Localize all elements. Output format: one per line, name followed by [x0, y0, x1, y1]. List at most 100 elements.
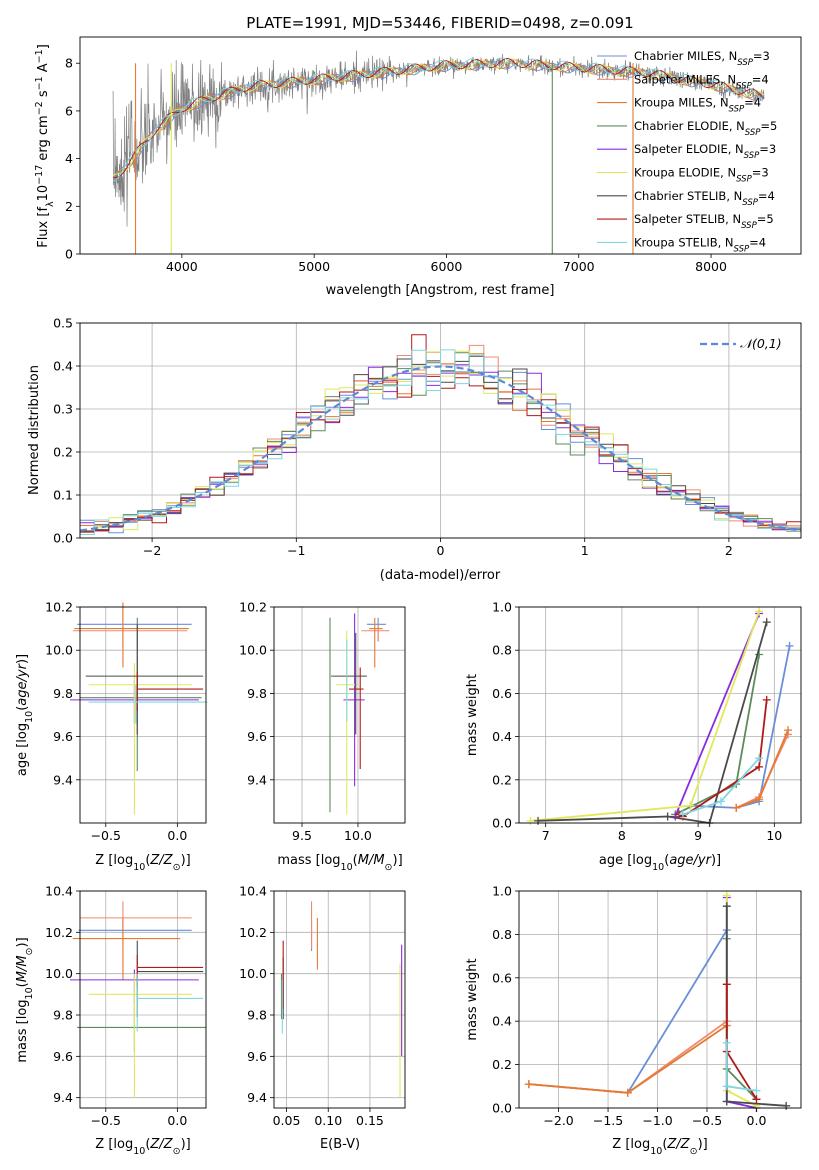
y-tick-label: 10.0: [239, 966, 267, 981]
marks: [69, 901, 206, 1098]
y-axis-label: mass [log10(M/M⊙)]: [15, 937, 35, 1062]
normal-reference-curve: [79, 365, 802, 532]
weight-point-marker: [524, 1080, 533, 1089]
weight-series-line: [538, 621, 768, 825]
y-tick-label: 9.8: [247, 686, 267, 701]
y-tick-label: 0.6: [492, 970, 512, 985]
y-tick-label: 0.0: [492, 1101, 512, 1116]
x-tick-label: −2.0: [543, 1113, 573, 1128]
y-tick-label: 9.4: [53, 772, 73, 787]
x-axis-label: wavelength [Angstrom, rest frame]: [326, 283, 555, 298]
marks: [329, 613, 390, 815]
panel-weight_vs_Z: −2.0 −1.5 −1.0 −0.5 0.0 0.0 0.2 0.4 0.6 0.8 1.0 Z […: [465, 884, 802, 1157]
grid-lines: [274, 890, 405, 1108]
y-axis-label: mass weight: [465, 674, 480, 756]
legend-entry: Kroupa MILES, NSSP=4: [634, 96, 761, 115]
legend-entry: Salpeter MILES, NSSP=4: [634, 72, 769, 91]
weight-point-marker: [755, 795, 764, 804]
weight-point-marker: [686, 801, 695, 810]
grid-lines: [519, 890, 801, 1109]
y-tick-label: 10.2: [239, 925, 267, 940]
weight-point-marker: [755, 762, 764, 771]
y-tick-label: 0.0: [492, 816, 512, 831]
y-tick-label: 0.2: [492, 772, 512, 787]
y-axis-label: mass weight: [465, 958, 480, 1040]
axes-frame: [273, 606, 406, 824]
y-tick-label: 0.2: [492, 1057, 512, 1072]
y-tick-label: 8: [65, 56, 73, 71]
panel-weight_vs_age: 7 8 9 10 0.0 0.2 0.4 0.6 0.8 1.0 age [log10(age/yr…: [465, 600, 802, 873]
x-tick-label: 8: [618, 828, 626, 843]
marks: [524, 891, 791, 1112]
weight-point-marker: [762, 618, 771, 627]
x-tick-label: 2: [725, 543, 733, 558]
axes-frame: [79, 606, 207, 824]
y-tick-label: 0.4: [492, 729, 512, 744]
x-tick-label: 9.5: [292, 828, 312, 843]
y-axis-label: age [log10(age/yr)]: [15, 654, 35, 776]
grid-lines: [519, 606, 801, 824]
panel-age_vs_mass: 9.5 10.0 9.4 9.6 9.8 10.0 10.2 mass [log10(M/M⊙…: [239, 600, 406, 873]
residual-histogram: [80, 349, 801, 535]
x-tick-label: 0.0: [747, 1113, 767, 1128]
weight-point-marker: [534, 816, 543, 825]
axes-frame: [518, 606, 802, 824]
y-tick-label: 1.0: [492, 600, 512, 615]
x-tick-label: 9: [694, 828, 702, 843]
weight-point-marker: [752, 1086, 761, 1095]
legend-entry: Chabrier STELIB, NSSP=4: [634, 189, 775, 208]
weight-point-marker: [722, 902, 731, 911]
grid-lines: [80, 890, 206, 1108]
y-tick-label: 9.4: [247, 1090, 267, 1105]
y-tick-label: 9.6: [247, 729, 267, 744]
y-tick-label: 9.6: [247, 1049, 267, 1064]
x-tick-label: −0.5: [91, 1113, 121, 1128]
x-tick-label: 10: [766, 828, 782, 843]
y-tick-label: 9.8: [247, 1008, 267, 1023]
x-tick-label: 0.15: [356, 1113, 384, 1128]
x-axis-label: (data-model)/error: [380, 568, 501, 583]
x-tick-label: −1.0: [642, 1113, 672, 1128]
legend-entry: Salpeter STELIB, NSSP=5: [634, 212, 774, 231]
weight-point-marker: [663, 812, 672, 821]
weight-point-marker: [623, 1088, 632, 1097]
figure-title: PLATE=1991, MJD=53446, FIBERID=0498, z=0…: [246, 14, 633, 32]
y-tick-label: 0.4: [53, 359, 73, 374]
y-tick-label: 10.0: [45, 966, 73, 981]
x-tick-label: 0: [437, 543, 445, 558]
weight-point-marker: [762, 695, 771, 704]
x-axis-label: E(B-V): [320, 1137, 360, 1152]
y-tick-label: 2: [65, 199, 73, 214]
y-tick-label: 10.0: [45, 643, 73, 658]
y-tick-label: 0.0: [53, 531, 73, 546]
y-tick-label: 10.2: [45, 925, 73, 940]
x-tick-label: 10.0: [344, 828, 372, 843]
legend-entry: Kroupa STELIB, NSSP=4: [634, 235, 766, 254]
y-tick-label: 1.0: [492, 884, 512, 899]
legend-entry: Salpeter ELODIE, NSSP=3: [634, 142, 776, 161]
x-tick-label: 5000: [298, 259, 330, 274]
marks: [79, 334, 802, 535]
x-axis-label: mass [log10(M/M⊙)]: [277, 853, 402, 873]
x-axis-label: Z [log10(Z/Z⊙)]: [95, 1137, 190, 1157]
marks: [112, 50, 765, 254]
axes-frame: [518, 890, 802, 1109]
marks: [526, 607, 794, 827]
y-tick-label: 9.4: [53, 1090, 73, 1105]
weight-point-marker: [732, 803, 741, 812]
weight-point-marker: [755, 754, 764, 763]
axes-frame: [79, 890, 207, 1109]
marks: [69, 602, 208, 815]
y-tick-label: 0.8: [492, 643, 512, 658]
y-tick-label: 9.6: [53, 1049, 73, 1064]
legend-entry: Kroupa ELODIE, NSSP=3: [634, 166, 769, 185]
x-axis-label: Z [log10(Z/Z⊙)]: [612, 1137, 707, 1157]
x-axis-label: Z [log10(Z/Z⊙)]: [95, 853, 190, 873]
weight-point-marker: [722, 891, 731, 900]
weight-series-line: [674, 613, 760, 817]
y-tick-label: 10.2: [45, 600, 73, 615]
y-tick-label: 6: [65, 103, 73, 118]
panel-residuals: −2 −1 0 1 2 0.0 0.1 0.2 0.3 0.4 0.5 (data-model)/er…: [27, 316, 802, 583]
y-axis-label: Normed distribution: [27, 365, 42, 495]
observed-spectrum: [112, 50, 765, 227]
